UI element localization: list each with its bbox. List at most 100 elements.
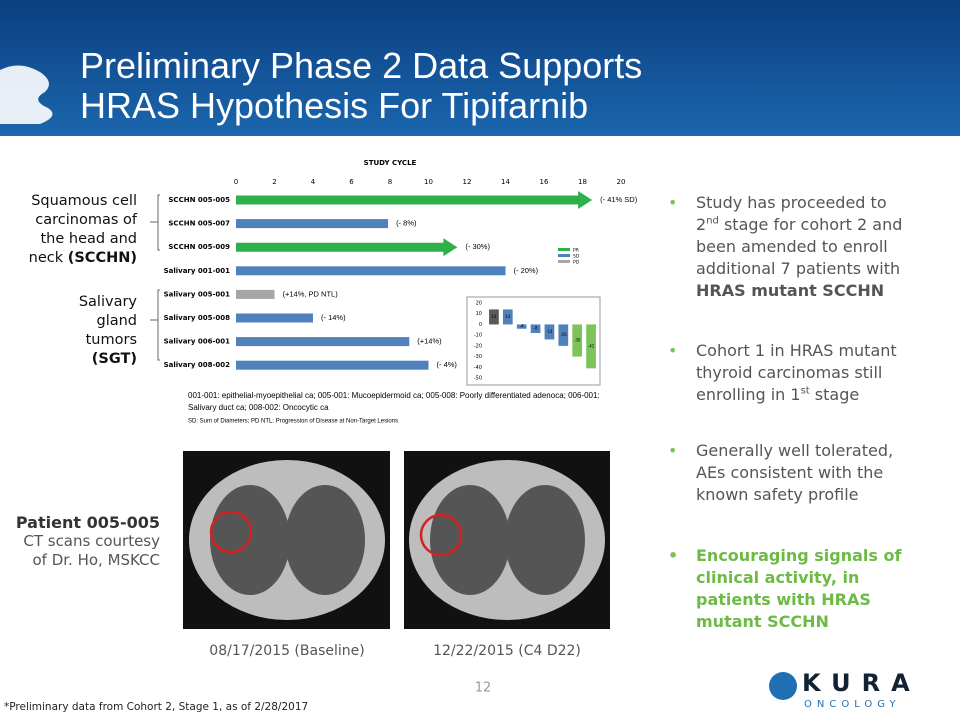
bullet: • Encouraging signals of clinical activit…: [668, 545, 908, 633]
legend-swatch: [558, 254, 570, 257]
label-abbr: (SCCHN): [67, 250, 137, 266]
bar: [236, 219, 389, 229]
legend-label: SD: [573, 254, 580, 260]
bar-note: (- 4%): [437, 360, 458, 369]
waterfall-bar: [502, 309, 513, 325]
bullet-segment: stage: [809, 385, 860, 404]
value-label: 14: [505, 314, 511, 319]
bullet: • Generally well tolerated, AEs consisten…: [668, 440, 908, 506]
x-tick-label: 16: [540, 178, 549, 186]
bar-arrow: [236, 191, 593, 209]
y-tick-label: -10: [474, 333, 482, 339]
waterfall-bar: [586, 324, 596, 369]
x-tick-label: 6: [349, 178, 354, 186]
bullet-marker: •: [668, 546, 679, 565]
bar-note: (- 8%): [396, 219, 417, 228]
bracket: [150, 194, 160, 361]
logo-swoosh: [0, 65, 53, 124]
bullet-text: Study has proceeded to 2nd stage for coh…: [696, 192, 908, 302]
bullet-marker: •: [668, 441, 678, 460]
bullet-marker: •: [668, 193, 678, 212]
footnote: *Preliminary data from Cohort 2, Stage 1…: [4, 701, 308, 713]
lesion-circle: [419, 513, 463, 557]
bullet-text: Generally well tolerated, AEs consistent…: [696, 440, 908, 506]
label-text: carcinomas of: [35, 212, 137, 228]
value-label: -30: [574, 338, 581, 343]
value-label: -14: [546, 329, 553, 334]
label-text: tumors: [85, 332, 137, 348]
x-tick-label: 0: [234, 178, 238, 186]
bullet-segment: Study has proceeded to 2: [696, 193, 887, 234]
y-tick-label: Salivary 001-001: [164, 267, 231, 275]
bullet-segment: st: [800, 385, 810, 397]
y-tick-label: Salivary 006-001: [164, 338, 231, 346]
x-tick-label: 14: [501, 178, 510, 186]
label-line: carcinomas of: [29, 211, 137, 230]
bar-note: (- 30%): [465, 242, 490, 251]
x-tick-label: 18: [578, 178, 587, 186]
value-label: 14: [491, 314, 497, 319]
chart-note: 001-001: epithelial-myoepithelial ca; 00…: [188, 391, 600, 400]
x-tick-label: 12: [463, 178, 472, 186]
y-tick-label: -50: [474, 376, 482, 382]
bar-note: (- 41% SD): [600, 195, 638, 204]
chart-note: SD: Sum of Diameters; PD NTL: Progressio…: [188, 419, 398, 425]
label-line: Salivary: [79, 293, 137, 312]
legend-swatch: [558, 248, 570, 251]
bar-note: (- 20%): [514, 266, 539, 275]
waterfall-bar: [544, 324, 555, 340]
header-band: [0, 0, 960, 136]
bar-note: (+14%): [417, 337, 442, 346]
y-tick-label: -20: [474, 343, 482, 349]
bullet-segment: Cohort 1 in HRAS mutant thyroid carcinom…: [696, 341, 897, 404]
patient-line: of Dr. Ho, MSKCC: [32, 551, 160, 569]
patient-title: Patient 005-005: [15, 513, 160, 532]
value-label: -8: [534, 326, 538, 331]
label-line: Squamous cell: [29, 192, 137, 211]
page-number: 12: [475, 681, 492, 696]
label-text: Squamous cell: [31, 193, 137, 209]
bar-note: (- 14%): [321, 313, 346, 322]
legend-label: PR: [573, 248, 579, 254]
label-text: gland: [96, 313, 137, 329]
patient-line: CT scans courtesy: [23, 532, 160, 550]
y-tick-label: 0: [479, 322, 482, 328]
bar-arrow: [236, 238, 458, 257]
waterfall-bar: [572, 324, 583, 357]
x-tick-label: 4: [311, 178, 316, 186]
bullet-text: Cohort 1 in HRAS mutant thyroid carcinom…: [696, 340, 908, 406]
logo-sub: ONCOLOGY: [804, 699, 901, 710]
x-tick-label: 10: [424, 178, 433, 186]
y-tick-label: Salivary 005-001: [164, 290, 231, 298]
logo-icon: [769, 672, 797, 700]
group-label: Squamous cell carcinomas of the head and ne…: [29, 192, 137, 268]
y-tick-label: SCCHN 005-007: [168, 220, 230, 228]
bar: [236, 266, 506, 276]
ct-lung: [430, 485, 510, 595]
bullet-marker: •: [668, 341, 678, 360]
value-label: -4: [520, 324, 524, 329]
y-tick-label: SCCHN 005-009: [168, 243, 230, 251]
waterfall-bar: [530, 324, 541, 333]
legend-swatch: [558, 260, 570, 263]
logo-name: KURA: [802, 669, 921, 697]
group-label: Salivary gland tumors (SGT): [79, 293, 137, 369]
label-line: (SGT): [79, 350, 137, 369]
y-tick-label: Salivary 008-002: [164, 361, 231, 369]
bullet-segment: stage for cohort 2 and been amended to e…: [696, 215, 903, 278]
bullet-segment: Generally well tolerated, AEs consistent…: [696, 441, 894, 504]
bullet-segment: HRAS mutant SCCHN: [696, 281, 885, 300]
value-label: -20: [560, 332, 567, 337]
bullet: • Study has proceeded to 2nd stage for co…: [668, 192, 908, 302]
chart-note: Salivary duct ca; 008-002: Oncocytic ca: [188, 403, 329, 412]
bar: [236, 337, 410, 347]
x-tick-label: 8: [388, 178, 392, 186]
bullet-segment: nd: [706, 215, 719, 227]
bullet-segment: Encouraging signals of clinical activity…: [696, 546, 902, 631]
bar: [236, 360, 429, 370]
y-tick-label: -30: [474, 354, 482, 360]
title: HRAS Hypothesis For Tipifarnib: [80, 85, 589, 126]
label-text: neck: [28, 250, 64, 266]
bar: [236, 289, 275, 299]
